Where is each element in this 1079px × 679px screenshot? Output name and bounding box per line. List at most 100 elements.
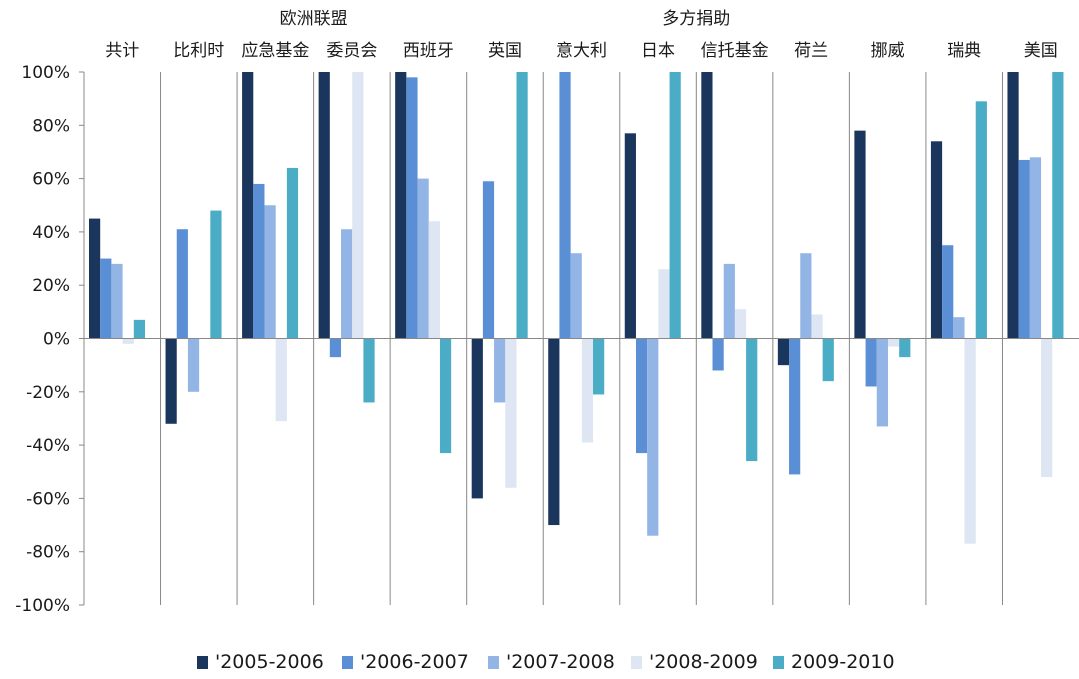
legend-label-1: '2005-2006 — [215, 651, 324, 673]
bar-1-5 — [395, 72, 407, 339]
bar-2-4 — [329, 338, 342, 358]
bar-1-4 — [318, 72, 330, 339]
bar-2-5 — [406, 77, 418, 339]
legend-swatch-1 — [197, 656, 208, 669]
bar-1-7 — [548, 338, 560, 526]
bars-layer — [89, 72, 1064, 544]
category-label-2: 比利时 — [173, 41, 224, 61]
bar-3-10 — [800, 253, 812, 339]
bar-5-11 — [899, 338, 911, 358]
legend-label-4: '2008-2009 — [649, 651, 758, 673]
bar-4-10 — [811, 314, 823, 339]
bar-5-7 — [593, 338, 605, 395]
bar-2-9 — [712, 338, 724, 371]
bar-5-1 — [133, 319, 145, 339]
bar-5-6 — [516, 72, 528, 339]
category-label-5: 西班牙 — [403, 41, 454, 61]
bar-4-12 — [964, 338, 976, 544]
bar-2-11 — [865, 338, 877, 387]
bar-4-1 — [122, 338, 134, 344]
labels-layer: 100% 80% 60% 40% 20% 0% -20% -40% -60% -80% -100% 共… — [15, 9, 1057, 616]
y-tick-label: 40% — [32, 223, 70, 243]
legend-label-5: 2009-2010 — [791, 651, 895, 673]
bar-3-8 — [647, 338, 659, 536]
bar-2-6 — [482, 181, 495, 339]
bar-3-11 — [876, 338, 888, 427]
bar-1-9 — [701, 72, 713, 339]
bar-5-12 — [975, 101, 987, 339]
bar-1-6 — [471, 338, 483, 499]
bar-4-5 — [428, 221, 440, 339]
bar-5-4 — [363, 338, 375, 403]
bar-2-7 — [559, 72, 571, 339]
category-label-13: 美国 — [1024, 41, 1058, 61]
bar-5-5 — [439, 338, 452, 454]
bar-3-3 — [264, 205, 276, 339]
legend-swatch-3 — [488, 656, 499, 669]
y-tick-label: -20% — [26, 383, 70, 403]
bar-3-2 — [187, 338, 200, 392]
legend-swatch-2 — [342, 656, 353, 669]
legend-label-2: '2006-2007 — [360, 651, 469, 673]
bar-2-12 — [942, 245, 954, 339]
bar-3-6 — [494, 338, 506, 403]
bar-5-13 — [1052, 72, 1064, 339]
bar-1-13 — [1007, 72, 1019, 339]
bar-1-8 — [624, 133, 636, 339]
category-label-8: 日本 — [641, 41, 675, 61]
bar-4-9 — [734, 309, 747, 339]
legend-label-3: '2007-2008 — [506, 651, 615, 673]
category-label-12: 瑞典 — [947, 41, 981, 61]
bar-3-1 — [111, 263, 123, 339]
bar-1-11 — [854, 130, 866, 339]
bar-5-10 — [822, 338, 834, 382]
bar-5-9 — [746, 338, 758, 462]
category-label-11: 挪威 — [871, 41, 905, 61]
y-tick-label: 20% — [32, 276, 70, 296]
y-tick-label: -100% — [15, 596, 70, 616]
bar-4-8 — [658, 269, 670, 339]
bar-5-8 — [669, 72, 681, 339]
bar-4-3 — [275, 338, 287, 422]
bar-4-6 — [505, 338, 517, 488]
category-label-4: 委员会 — [326, 41, 377, 61]
legend-swatch-4 — [631, 656, 642, 669]
y-tick-label: 0% — [43, 330, 70, 350]
bar-2-2 — [176, 229, 188, 339]
bar-3-5 — [417, 178, 429, 339]
bar-3-12 — [953, 317, 965, 339]
bar-1-10 — [777, 338, 790, 366]
bar-1-12 — [930, 141, 943, 339]
bar-4-11 — [887, 338, 900, 347]
y-tick-label: -60% — [26, 489, 70, 509]
y-tick-label: 80% — [32, 116, 70, 136]
bar-2-10 — [789, 338, 801, 475]
bar-1-3 — [242, 72, 254, 339]
category-label-3: 应急基金 — [241, 41, 309, 61]
bar-5-2 — [210, 210, 222, 339]
bar-1-2 — [165, 338, 177, 424]
bar-2-1 — [100, 258, 112, 339]
legend-swatch-5 — [773, 656, 784, 669]
category-label-9: 信托基金 — [701, 41, 769, 61]
category-label-1: 共计 — [105, 41, 139, 61]
bar-4-4 — [352, 72, 364, 339]
bar-2-8 — [635, 338, 648, 454]
bar-3-9 — [723, 263, 735, 339]
bar-4-13 — [1041, 338, 1053, 478]
y-tick-label: -40% — [26, 436, 70, 456]
category-label-7: 意大利 — [556, 41, 607, 61]
category-group-label-2: 多方捐助 — [662, 9, 730, 29]
category-group-label-1: 欧洲联盟 — [280, 9, 348, 29]
bar-2-13 — [1018, 159, 1030, 339]
bar-3-13 — [1029, 157, 1042, 339]
bar-3-4 — [341, 229, 353, 339]
category-label-6: 英国 — [488, 41, 522, 61]
y-tick-label: -80% — [26, 543, 70, 563]
y-tick-label: 100% — [21, 63, 70, 83]
bar-4-7 — [581, 338, 594, 443]
category-label-10: 荷兰 — [794, 41, 828, 61]
bar-1-1 — [89, 218, 101, 339]
